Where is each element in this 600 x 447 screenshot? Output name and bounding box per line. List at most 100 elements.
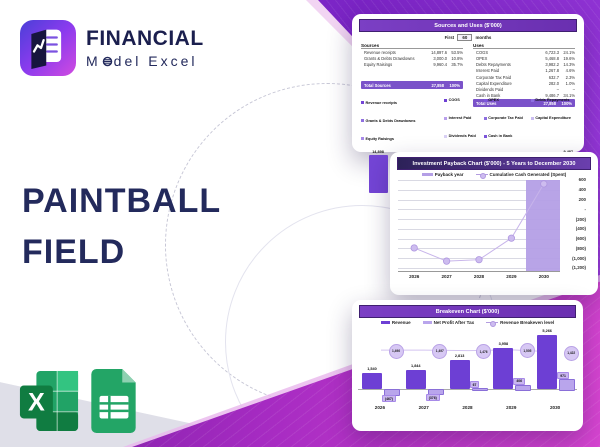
- sources-uses-legends: Revenue receipts Grants & Debts Drawdowns…: [361, 91, 575, 145]
- legend-label: Equity Raisings: [365, 136, 394, 141]
- legend-label: OPEX: [488, 98, 499, 102]
- uses-table: Uses COGS 6,723.3 24.1% OPEX 5,468.8 19.6% Debt…: [473, 43, 575, 108]
- gridline: [398, 228, 560, 230]
- sources-legend: Revenue receipts Grants & Debts Drawdowns…: [361, 91, 434, 145]
- period-post-label: months: [475, 35, 492, 40]
- gridline: [398, 209, 560, 210]
- legend-label: Corporate Tax Paid: [488, 116, 523, 120]
- sources-uses-title: Sources and Uses ($'000): [359, 19, 577, 32]
- legend-swatch-icon: [444, 98, 448, 102]
- table-section-header: Uses: [473, 43, 575, 49]
- band-swatch-icon: [421, 173, 433, 176]
- product-title-line1: PAINTBALL: [22, 182, 222, 220]
- x-axis-line: [358, 389, 577, 390]
- legend-label: Capital Expenditure: [535, 116, 571, 120]
- gridline: [398, 268, 560, 269]
- table-row: Revenue receipts 14,897.6 53.5%: [364, 50, 463, 55]
- revenue-value-label: 1,540: [367, 367, 377, 372]
- x-tick-label: 2028: [462, 405, 473, 410]
- breakeven-plot: 1,540 (467) 1,496 1,844 (376) 1,497 2,813 67 1,4…: [358, 327, 579, 405]
- legend-label: Revenue: [391, 320, 411, 325]
- legend-item: Grants & Debts Drawdowns: [361, 119, 416, 123]
- brand-logo: FINANCIAL M del Excel: [20, 20, 204, 76]
- legend-label: Net Profit After Tax: [433, 320, 475, 325]
- table-row: Capital Expenditure 282.0 1.0%: [476, 80, 575, 86]
- legend-label: Dividends Paid: [448, 134, 476, 138]
- card-investment-payback: Investment Payback Chart ($'000) - 5 Yea…: [390, 152, 598, 295]
- legend-item: Capital Expenditure: [530, 109, 571, 127]
- x-tick-label: 2030: [538, 274, 549, 279]
- card-breakeven: Breakeven Chart ($'000) Revenue Net Prof…: [352, 300, 583, 431]
- months-value-box: 60: [457, 34, 473, 41]
- x-tick-label: 2030: [549, 405, 561, 410]
- revenue-value-label: 1,844: [411, 364, 421, 369]
- legend-swatch-icon: [483, 134, 487, 138]
- table-row: Interest Paid 1,267.8 4.6%: [476, 68, 575, 74]
- logo-icon: [20, 20, 76, 76]
- period-row: First 60 months: [352, 34, 584, 41]
- legend-swatch-icon: [530, 98, 534, 102]
- y-tick-label: (600): [575, 236, 586, 242]
- y-tick-label: (800): [575, 245, 586, 251]
- table-row: Debts Repayments 3,982.2 14.3%: [476, 62, 575, 68]
- logo-title: FINANCIAL: [86, 26, 204, 50]
- svg-text:X: X: [28, 389, 45, 417]
- table-total-row: Total Uses 27,858 100%: [473, 99, 575, 108]
- y-tick-label: (200): [575, 216, 586, 222]
- legend-label: COGS: [448, 98, 460, 102]
- x-tick-label: 2027: [441, 274, 452, 279]
- table-row: Cash in Bank 9,486.7 34.1%: [476, 92, 575, 98]
- y-tick-label: 200: [578, 196, 586, 202]
- npat-value-label: 971: [557, 372, 569, 380]
- revenue-swatch-icon: [380, 321, 390, 324]
- payback-title: Investment Payback Chart ($'000) - 5 Yea…: [397, 157, 591, 170]
- payback-y-axis: 600 400 200 - (200) (400) (600) (800) (1,000) (1,…: [560, 177, 588, 271]
- legend-item: Debts Repayments: [530, 91, 571, 109]
- gridline: [398, 238, 560, 240]
- legend-label: Debts Repayments: [535, 98, 570, 102]
- revenue-bar: [537, 335, 558, 389]
- breakeven-dot-swatch-icon: [486, 320, 499, 327]
- legend-item-breakeven: Revenue Breakeven level: [486, 320, 554, 327]
- legend-item: Equity Raisings: [361, 137, 394, 141]
- legend-label: Payback year: [434, 172, 464, 177]
- revenue-bar: [405, 370, 426, 389]
- legend-swatch-icon: [361, 119, 364, 122]
- uses-legend: COGS OPEX Debts Repayments Interest Paid Cor…: [444, 91, 575, 145]
- y-tick-label: (400): [575, 226, 586, 232]
- excel-icon: X: [19, 370, 79, 432]
- legend-item: OPEX: [483, 91, 523, 109]
- gridline: [398, 199, 560, 201]
- google-sheets-icon: [91, 369, 136, 433]
- gridline: [398, 180, 560, 181]
- table-row: Equity Raisings 9,960.4 35.7%: [364, 62, 463, 68]
- table-row: COGS 6,723.3 24.1%: [476, 50, 575, 55]
- revenue-bar: [362, 373, 382, 389]
- legend-item-npat: Net Profit After Tax: [422, 320, 475, 325]
- npat-swatch-icon: [422, 321, 432, 324]
- y-tick-label: 600: [578, 177, 586, 183]
- table-row: OPEX 5,468.8 19.6%: [476, 56, 575, 62]
- gridline: [398, 219, 560, 220]
- legend-swatch-icon: [444, 134, 448, 138]
- legend-swatch-icon: [361, 101, 364, 104]
- payback-legend: Payback year Cumulative Cash Generated (…: [390, 172, 598, 179]
- logo-subtitle-rest: del Excel: [113, 52, 198, 69]
- y-tick-label: (1,200): [572, 265, 586, 271]
- table-row: Dividends Paid – –: [476, 86, 575, 92]
- logo-text: FINANCIAL M del Excel: [86, 28, 204, 69]
- legend-label: Cumulative Cash Generated (Spent): [489, 172, 567, 177]
- legend-swatch-icon: [530, 116, 534, 120]
- npat-bar: [515, 384, 532, 391]
- bar: [368, 155, 388, 193]
- breakeven-title: Breakeven Chart ($'000): [359, 305, 576, 318]
- legend-label: Cash in Bank: [488, 134, 513, 138]
- x-tick-label: 2027: [418, 405, 429, 410]
- breakeven-x-axis: 2026 2027 2028 2029 2030: [358, 405, 577, 410]
- bar-value-label: 14,898: [372, 150, 384, 154]
- cumulative-cash-line: [410, 180, 548, 265]
- legend-item-cumulative-cash: Cumulative Cash Generated (Spent): [475, 172, 567, 179]
- product-title-line2: FIELD: [22, 233, 126, 271]
- product-title: PAINTBALL FIELD: [22, 176, 221, 278]
